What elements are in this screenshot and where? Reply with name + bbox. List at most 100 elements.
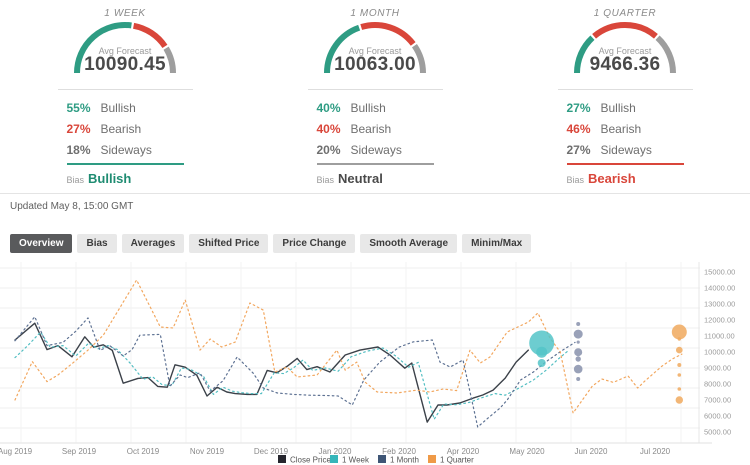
tab-overview[interactable]: Overview [10,234,73,253]
sentiment-row: 20% Sideways [317,139,434,160]
sentiment-pct: 27% [566,100,591,115]
sentiment-pct: 18% [66,142,91,157]
series-1-month [14,316,576,428]
sentiment-label: Bearish [350,121,392,136]
y-axis-label: 10000.00 [704,348,735,357]
sentiment-label: Bearish [100,121,142,136]
sentiment-pct: 27% [66,121,91,136]
sentiment-rows: 40% Bullish 40% Bearish 20% Sideways [308,90,443,160]
legend-item-close-price: Close Price [278,455,331,465]
sentiment-pct: 20% [316,142,341,157]
forecast-chart-svg: 15000.00 14000.00 13000.00 12000.00 11000.00… [0,262,735,465]
x-axis-label: May 2020 [509,447,545,456]
avg-forecast-value: 9466.36 [589,54,661,75]
updated-timestamp: Updated May 8, 15:00 GMT [10,201,134,212]
avg-forecast-value: 10063.00 [334,54,416,75]
bias-rule [566,163,684,165]
bias-value: Bearish [588,171,636,186]
x-axis-label: Oct 2019 [127,447,160,456]
sentiment-row: 18% Sideways [67,139,184,160]
bias-row: Bias Bullish [58,165,193,186]
x-axis-label: Aug 2019 [0,447,33,456]
tab-shifted-price[interactable]: Shifted Price [189,234,269,253]
forecast-panel-1-week: 1 WEEK Avg Forecast 10090.45 55% Bullish 27% B… [57,6,193,193]
avg-forecast-label: Avg Forecast [598,46,652,56]
x-axis-label: Sep 2019 [62,447,97,456]
panel-rule [57,89,193,90]
sentiment-row: 27% Bullish [567,97,684,118]
panel-period-label: 1 WEEK [104,8,146,19]
bias-label: Bias [566,175,585,185]
tab-bias[interactable]: Bias [77,234,117,253]
sentiment-label: Bearish [600,121,642,136]
sentiment-rows: 55% Bullish 27% Bearish 18% Sideways [58,90,193,160]
series-1-week [14,331,570,420]
sentiment-label: Bullish [600,100,636,115]
tab-averages[interactable]: Averages [121,234,185,253]
section-divider [0,193,750,194]
panel-period-label: 1 QUARTER [593,8,657,19]
tab-price-change[interactable]: Price Change [273,234,356,253]
sentiment-row: 27% Bearish [67,118,184,139]
y-axis-label: 11000.00 [704,332,735,341]
sentiment-pct: 46% [566,121,591,136]
bias-value: Neutral [338,171,383,186]
gauge-1-month: Avg Forecast 10063.00 [323,21,427,75]
x-axis-label: Feb 2020 [382,447,416,456]
svg-text:1 Month: 1 Month [390,456,419,465]
sentiment-pct: 27% [566,142,591,157]
y-axis-label: 14000.00 [704,284,735,293]
y-axis-label: 12000.00 [704,316,735,325]
gauge-arc [324,22,426,74]
x-axis-label: Jun 2020 [575,447,608,456]
sentiment-row: 55% Bullish [67,97,184,118]
y-axis-label: 6000.00 [704,412,731,421]
panel-rule [557,89,693,90]
svg-text:1 Week: 1 Week [342,456,370,465]
bias-rule [66,163,184,165]
avg-forecast-value: 10090.45 [84,54,166,75]
sentiment-label: Sideways [600,142,652,157]
sentiment-pct: 40% [316,121,341,136]
legend-item-1-week: 1 Week [330,455,370,465]
sentiment-label: Bullish [350,100,386,115]
gauge-arc [574,22,676,74]
x-axis-label: Nov 2019 [190,447,225,456]
bias-value: Bullish [88,171,132,186]
y-axis-label: 15000.00 [704,268,735,277]
y-axis-label: 8000.00 [704,380,731,389]
y-axis-label: 13000.00 [704,300,735,309]
tab-smooth-average[interactable]: Smooth Average [360,234,458,253]
gauge-arc [74,22,176,74]
y-axis-label: 5000.00 [704,428,731,437]
legend-item-1-quarter: 1 Quarter [428,455,474,465]
x-axis-label: Dec 2019 [254,447,289,456]
bias-label: Bias [66,175,85,185]
sentiment-row: 27% Sideways [567,139,684,160]
sentiment-rows: 27% Bullish 46% Bearish 27% Sideways [558,90,693,160]
forecast-panels: 1 WEEK Avg Forecast 10090.45 55% Bullish 27% B… [0,0,750,193]
gauge-1-quarter: Avg Forecast 9466.36 [573,21,677,75]
forecast-chart: 15000.00 14000.00 13000.00 12000.00 11000.00… [0,258,750,465]
series-close-price [14,322,529,423]
sentiment-row: 40% Bullish [317,97,434,118]
bubbles-1-month [573,322,583,381]
gauge-1-week: Avg Forecast 10090.45 [73,21,177,75]
forecast-panel-1-month: 1 MONTH Avg Forecast 10063.00 40% Bullish 40%… [307,6,443,193]
chart-tab-bar: Overview Bias Averages Shifted Price Price C… [10,234,532,253]
x-axis-label: Apr 2020 [447,447,480,456]
sentiment-pct: 55% [66,100,91,115]
svg-text:Close Price: Close Price [290,456,331,465]
bias-row: Bias Neutral [308,165,443,186]
sentiment-label: Sideways [100,142,152,157]
tab-minim-max[interactable]: Minim/Max [462,234,532,253]
bias-rule [316,163,434,165]
y-axis-label: 9000.00 [704,364,731,373]
avg-forecast-label: Avg Forecast [98,46,152,56]
sentiment-label: Sideways [350,142,402,157]
panel-period-label: 1 MONTH [350,8,400,19]
avg-forecast-label: Avg Forecast [348,46,402,56]
series-1-quarter [14,279,683,414]
sentiment-row: 46% Bearish [567,118,684,139]
